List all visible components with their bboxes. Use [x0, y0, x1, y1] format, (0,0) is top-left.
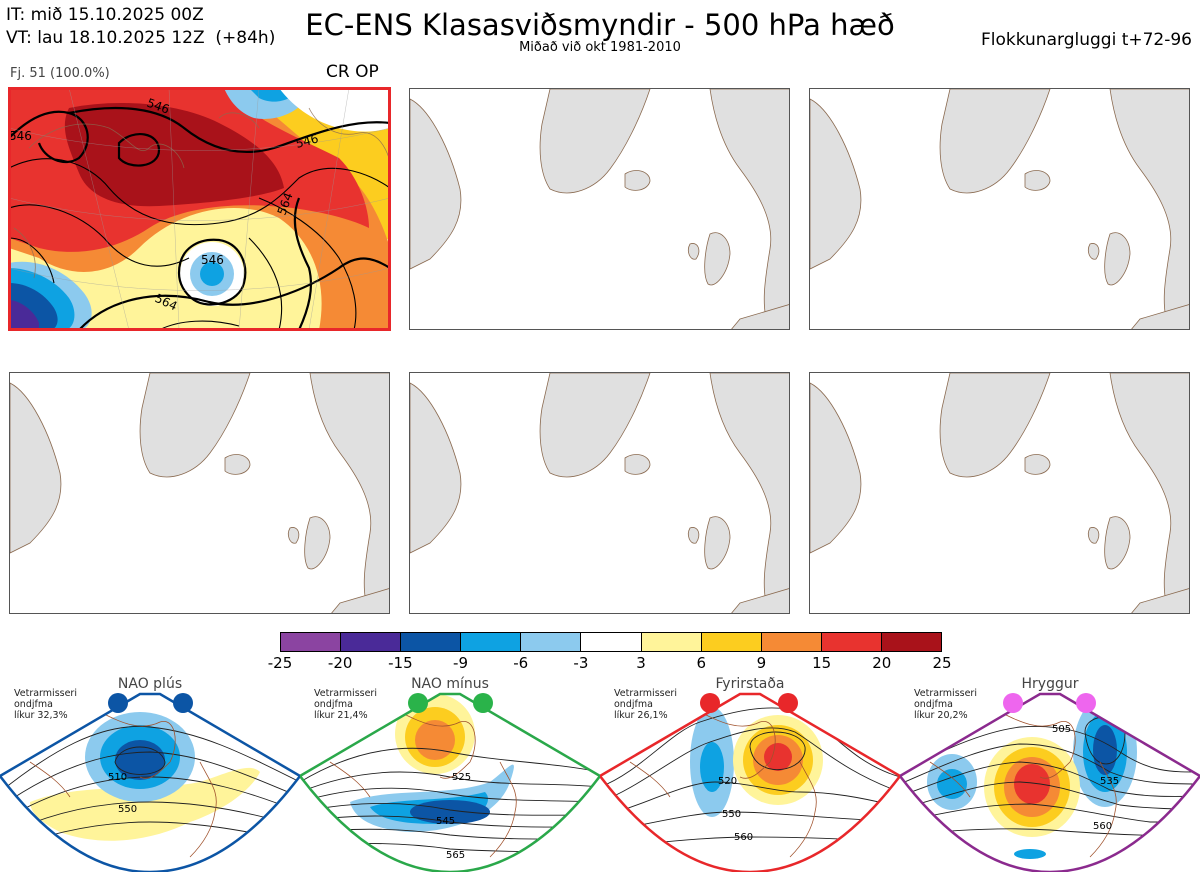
cluster-4-map[interactable]: [9, 372, 390, 614]
contour-label: 525: [452, 772, 471, 783]
colorbar-ticks: -25 -20 -15 -9 -6 -3 3 6 9 15 20 25: [230, 654, 992, 674]
colorbar-tick-label: 3: [636, 654, 646, 672]
contour-label: 545: [436, 816, 455, 827]
cluster-1-members: Fj. 51 (100.0%): [10, 66, 110, 81]
anomaly-colorbar: [280, 632, 942, 652]
valid-time: VT: lau 18.10.2025 12Z (+84h): [6, 28, 276, 48]
colorbar-swatch: [521, 633, 582, 651]
regime-name: Hryggur: [1021, 676, 1079, 692]
regime-description: Vetrarmisseri ondjfma líkur 21,4%: [314, 688, 377, 721]
colorbar-swatch: [341, 633, 402, 651]
colorbar-swatch: [761, 633, 822, 651]
cluster-6-map[interactable]: [809, 372, 1190, 614]
colorbar-tick-label: -6: [513, 654, 529, 672]
colorbar-tick-label: 15: [812, 654, 832, 672]
page-title: EC-ENS Klasasviðsmyndir - 500 hPa hæð: [305, 8, 895, 42]
contour-label: 560: [1093, 821, 1112, 832]
regime-ridge: 505 535 560 Hryggur Vetrarmisseri ondjfma…: [900, 672, 1200, 872]
contour-label: 546: [201, 253, 224, 267]
colorbar-tick-label: 9: [756, 654, 767, 672]
regime-name: NAO plús: [117, 676, 183, 692]
cluster-3-map[interactable]: [809, 88, 1190, 330]
colorbar-swatch: [281, 633, 342, 651]
contour-label: 550: [722, 809, 741, 820]
colorbar-tick-label: -20: [327, 654, 353, 672]
colorbar-swatch: [641, 633, 702, 651]
colorbar-tick-label: -9: [453, 654, 469, 672]
cluster-1-highlight-frame: [8, 87, 391, 331]
regime-description: Vetrarmisseri ondjfma líkur 32,3%: [14, 688, 77, 721]
regime-marker-dot: [473, 693, 493, 713]
classification-window: Flokkunargluggi t+72-96: [980, 30, 1192, 50]
cluster-1-tag: CR OP: [326, 62, 379, 82]
cluster-2-map[interactable]: [409, 88, 790, 330]
contour-label: 546: [9, 129, 32, 143]
regime-marker-dot: [173, 693, 193, 713]
colorbar-tick-label: -3: [573, 654, 589, 672]
colorbar-swatch: [401, 633, 462, 651]
contour-label: 565: [446, 850, 465, 861]
colorbar-swatch: [881, 633, 942, 651]
cluster-5-map[interactable]: [409, 372, 790, 614]
regime-marker-dot: [1076, 693, 1096, 713]
cluster-1-map[interactable]: 546 546 546 564 546 564: [9, 88, 390, 330]
init-time: IT: mið 15.10.2025 00Z: [6, 5, 204, 25]
page-subtitle: Miðað við okt 1981-2010: [519, 40, 681, 55]
colorbar-swatch: [701, 633, 762, 651]
contour-label: 560: [734, 832, 753, 843]
regime-marker-dot: [108, 693, 128, 713]
colorbar-tick-label: 25: [932, 654, 952, 672]
regime-marker-dot: [408, 693, 428, 713]
contour-label: 505: [1052, 724, 1071, 735]
colorbar-swatch: [821, 633, 882, 651]
contour-label: 510: [108, 772, 127, 783]
colorbar-swatch: [461, 633, 522, 651]
contour-label: 520: [718, 776, 737, 787]
colorbar-tick-label: 20: [872, 654, 892, 672]
regime-description: Vetrarmisseri ondjfma líkur 26,1%: [614, 688, 677, 721]
regime-marker-dot: [700, 693, 720, 713]
contour-label: 546: [294, 131, 320, 150]
regime-marker-dot: [778, 693, 798, 713]
regime-name: Fyrirstaða: [715, 676, 785, 692]
regime-description: Vetrarmisseri ondjfma líkur 20,2%: [914, 688, 977, 721]
contour-label: 535: [1100, 776, 1119, 787]
colorbar-tick-label: -25: [267, 654, 293, 672]
regime-nao-plus: 510 550 NAO plús Vetrarmisseri ondjfma lík…: [0, 672, 300, 872]
regime-name: NAO mínus: [411, 676, 489, 692]
regime-marker-dot: [1003, 693, 1023, 713]
regime-nao-minus: 525 545 565 NAO mínus Vetrarmisseri ondjf…: [300, 672, 600, 872]
regime-blocking: 520 550 560 Fyrirstaða Vetrarmisseri ondj…: [600, 672, 900, 872]
colorbar-tick-label: 6: [696, 654, 707, 672]
colorbar-swatch: [581, 633, 642, 651]
colorbar-tick-label: -15: [388, 654, 413, 672]
contour-label: 550: [118, 804, 137, 815]
